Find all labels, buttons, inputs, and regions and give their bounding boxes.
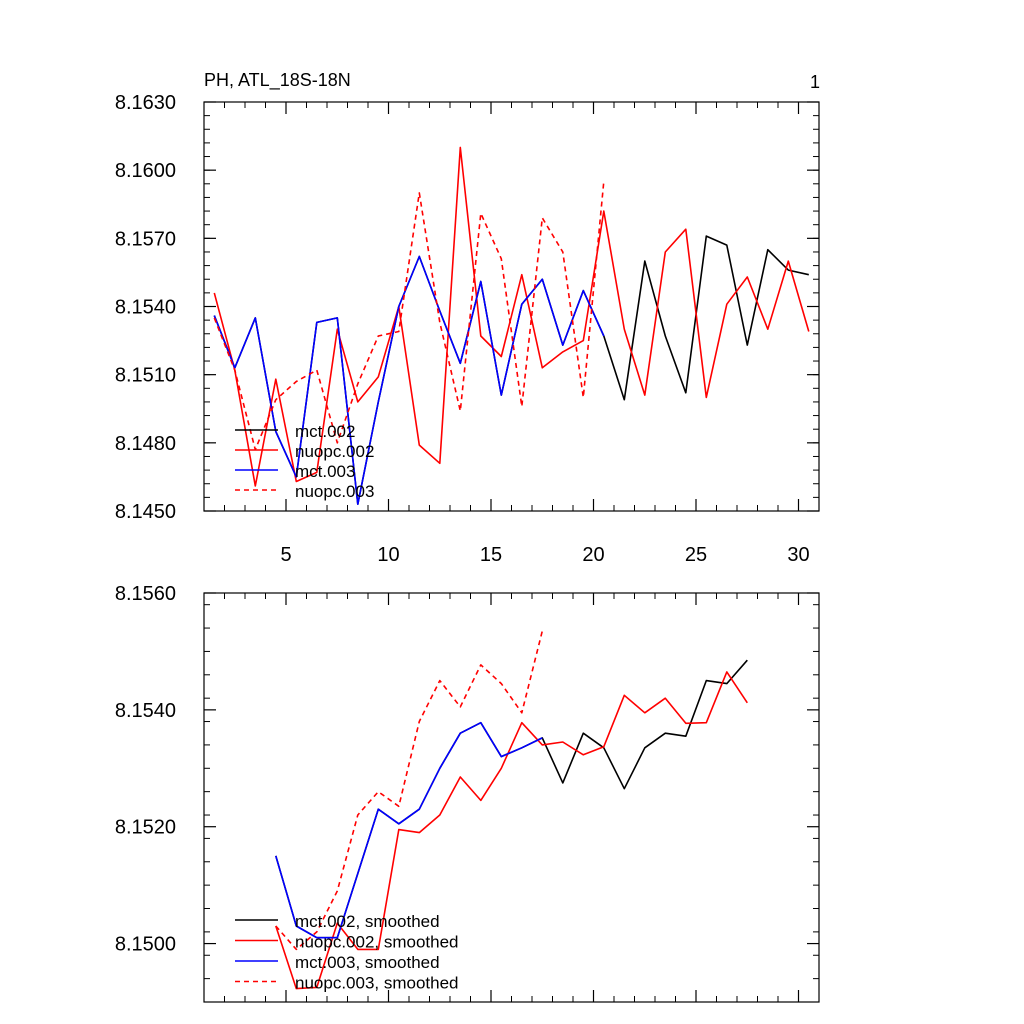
y-tick-label: 8.1560 — [115, 583, 176, 605]
chart-title: PH, ATL_18S-18N — [204, 70, 351, 91]
y-tick-label: 8.1450 — [115, 501, 176, 523]
x-tick-label: 5 — [280, 544, 291, 566]
top-series-layer — [213, 146, 810, 506]
y-tick-label: 8.1630 — [115, 92, 176, 114]
series-line-mct-002-smoothed — [275, 659, 748, 939]
legend-label: mct.003 — [295, 462, 355, 481]
y-tick-label: 8.1570 — [115, 228, 176, 250]
series-line-nuopc-003-smoothed — [275, 630, 544, 951]
series-line-mct-003 — [213, 255, 605, 506]
series-line-mct-003-smoothed — [275, 721, 543, 939]
series-line-nuopc-002-smoothed — [275, 671, 748, 990]
legend-label: mct.002 — [295, 422, 355, 441]
x-tick-label: 30 — [787, 544, 809, 566]
legend-label: nuopc.002, smoothed — [295, 933, 459, 952]
bottom-legend: mct.002, smoothed nuopc.002, smoothedmct.… — [235, 912, 459, 993]
x-tick-label: 25 — [685, 544, 707, 566]
top-chart-panel: PH, ATL_18S-18N 1 8.1450 8.1480 8.1510 8.15… — [115, 70, 820, 566]
y-tick-label: 8.1500 — [115, 934, 176, 956]
y-tick-label: 8.1510 — [115, 365, 176, 387]
legend-label: mct.003, smoothed — [295, 953, 440, 972]
series-line-nuopc-002 — [213, 146, 810, 487]
bottom-series-layer — [275, 630, 748, 990]
y-tick-label: 8.1480 — [115, 433, 176, 455]
legend-label: nuopc.002 — [295, 442, 374, 461]
x-tick-label: 10 — [377, 544, 399, 566]
y-tick-label: 8.1540 — [115, 297, 176, 319]
legend-label: nuopc.003 — [295, 482, 374, 501]
legend-label: nuopc.003, smoothed — [295, 974, 459, 993]
top-axis-ticks: 8.1450 8.1480 8.1510 8.1540 8.1570 8.1600 8.16… — [115, 92, 819, 566]
series-line-nuopc-003 — [213, 181, 605, 451]
x-tick-label: 15 — [480, 544, 502, 566]
x-tick-label: 20 — [582, 544, 604, 566]
bottom-chart-panel: 8.1500 8.1520 8.1540 8.1560 mct.002, smooth… — [115, 583, 820, 1003]
y-tick-label: 8.1600 — [115, 160, 176, 182]
y-tick-label: 8.1520 — [115, 817, 176, 839]
bottom-axis-ticks: 8.1500 8.1520 8.1540 8.1560 — [115, 583, 819, 1003]
legend-label: mct.002, smoothed — [295, 912, 440, 931]
panel-number-label: 1 — [810, 72, 820, 92]
y-tick-label: 8.1540 — [115, 700, 176, 722]
